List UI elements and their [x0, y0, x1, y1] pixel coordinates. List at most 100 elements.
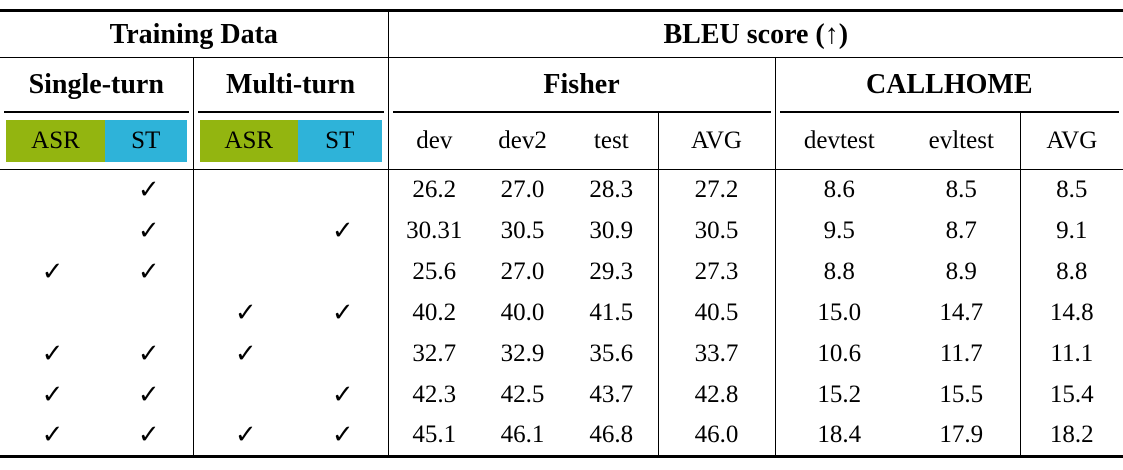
col-header-dev2: dev2 [480, 112, 566, 170]
header-training-data: Training Data [0, 10, 389, 58]
checkmark-multi-turn-st: ✓ [298, 292, 389, 334]
checkmark-multi-turn-asr: ✓ [234, 339, 257, 368]
score-fisher-avg: 30.5 [658, 210, 776, 252]
table-body: ✓ 26.2 27.0 28.3 27.2 8.6 8.5 8.5 ✓ ✓ 30.31 30.5 30.… [0, 169, 1123, 457]
score-callhome-avg: 15.4 [1049, 381, 1094, 408]
score-fisher-avg: 33.7 [658, 333, 776, 375]
table-row: ✓ ✓ ✓ ✓ 45.1 46.1 46.8 46.0 18.4 17.9 18.2 [0, 415, 1123, 457]
score-fisher-test: 43.7 [565, 374, 659, 416]
score-fisher-dev: 42.3 [412, 381, 457, 408]
score-callhome-avg: 9.1 [1056, 217, 1088, 244]
score-fisher-dev2: 42.5 [500, 381, 545, 408]
score-fisher-dev2: 32.9 [500, 340, 545, 367]
empty-cell-multi-turn-asr [193, 375, 298, 416]
score-fisher-avg: 40.5 [658, 292, 776, 334]
header-single-turn: Single-turn [0, 57, 194, 113]
empty-cell-single-turn-asr [0, 293, 105, 334]
score-fisher-dev: 26.2 [412, 176, 457, 204]
checkmark-multi-turn-asr: ✓ [234, 420, 257, 450]
checkmark-single-turn-st: ✓ [105, 374, 194, 416]
empty-cell-multi-turn-st [298, 333, 389, 375]
col-header-asr-single: ASR [0, 112, 105, 170]
score-callhome-devtest: 15.2 [817, 381, 862, 408]
score-fisher-test: 29.3 [565, 251, 659, 293]
score-callhome-devtest: 8.8 [823, 258, 855, 285]
paper-results-table-page: Training Data BLEU score (↑) Single-turn… [0, 9, 1123, 458]
empty-cell-multi-turn-asr [193, 211, 298, 252]
score-callhome-avg: 8.8 [1056, 258, 1088, 285]
table-row: ✓ ✓ 30.31 30.5 30.9 30.5 9.5 8.7 9.1 [0, 210, 1123, 252]
checkmark-single-turn-asr: ✓ [41, 339, 64, 368]
checkmark-single-turn-st: ✓ [105, 415, 194, 457]
header-callhome: CALLHOME [775, 58, 1123, 113]
score-callhome-avg: 8.5 [1056, 176, 1088, 204]
score-fisher-dev2: 30.5 [500, 217, 545, 244]
header-row-columns: ASR ST ASR ST dev dev2 test AVG devtest … [0, 112, 1123, 170]
score-fisher-dev: 30.31 [406, 217, 463, 244]
col-header-st-single: ST [105, 112, 194, 170]
score-fisher-dev2: 27.0 [500, 176, 545, 204]
checkmark-multi-turn-asr: ✓ [234, 298, 257, 327]
st-header-chip: ST [298, 119, 382, 162]
empty-cell-single-turn-asr [0, 211, 105, 252]
col-header-evltest: evltest [903, 112, 1021, 170]
score-callhome-evltest: 11.7 [903, 333, 1021, 375]
checkmark-single-turn-st: ✓ [105, 169, 194, 211]
checkmark-single-turn-st: ✓ [105, 251, 194, 293]
score-fisher-avg: 27.2 [658, 169, 776, 211]
col-header-asr-multi: ASR [193, 112, 298, 170]
checkmark-single-turn-asr: ✓ [41, 420, 64, 450]
header-row-sections: Training Data BLEU score (↑) [0, 10, 1123, 58]
score-callhome-evltest: 15.5 [903, 374, 1021, 416]
empty-cell-multi-turn-asr [193, 252, 298, 293]
col-header-st-multi: ST [298, 112, 389, 170]
score-fisher-dev2: 40.0 [500, 299, 545, 326]
header-row-groups: Single-turn Multi-turn Fisher CALLHOME [0, 57, 1123, 113]
empty-cell-multi-turn-st [298, 169, 389, 211]
table-row: ✓ ✓ 25.6 27.0 29.3 27.3 8.8 8.9 8.8 [0, 251, 1123, 293]
score-fisher-avg: 27.3 [658, 251, 776, 293]
score-callhome-evltest: 8.9 [903, 251, 1021, 293]
score-fisher-dev: 32.7 [412, 340, 457, 367]
score-callhome-evltest: 8.5 [903, 169, 1021, 211]
score-fisher-test: 28.3 [565, 169, 659, 211]
checkmark-multi-turn-st: ✓ [298, 374, 389, 416]
score-fisher-test: 30.9 [565, 210, 659, 252]
checkmark-multi-turn-st: ✓ [298, 210, 389, 252]
asr-header-chip: ASR [6, 119, 105, 162]
score-fisher-test: 41.5 [565, 292, 659, 334]
score-fisher-dev2: 27.0 [500, 258, 545, 285]
checkmark-single-turn-asr: ✓ [41, 257, 64, 286]
asr-header-chip: ASR [199, 119, 298, 162]
header-bleu-score: BLEU score (↑) [388, 10, 1123, 58]
score-callhome-evltest: 14.7 [903, 292, 1021, 334]
score-callhome-avg: 11.1 [1050, 340, 1094, 367]
col-header-test: test [565, 112, 659, 170]
empty-cell-multi-turn-st [298, 251, 389, 293]
checkmark-multi-turn-st: ✓ [298, 415, 389, 457]
score-callhome-devtest: 9.5 [823, 217, 855, 244]
score-fisher-avg: 46.0 [658, 415, 776, 457]
col-header-avg-fisher: AVG [658, 112, 776, 170]
empty-cell-single-turn-asr [0, 170, 105, 211]
checkmark-single-turn-st: ✓ [105, 333, 194, 375]
empty-cell-single-turn-st [105, 292, 194, 334]
score-fisher-test: 46.8 [565, 415, 659, 457]
score-fisher-dev: 40.2 [412, 299, 457, 326]
header-fisher: Fisher [388, 57, 776, 113]
score-fisher-avg: 42.8 [658, 374, 776, 416]
score-callhome-devtest: 10.6 [817, 340, 862, 367]
score-callhome-devtest: 8.6 [823, 176, 855, 204]
checkmark-single-turn-st: ✓ [105, 210, 194, 252]
score-callhome-evltest: 8.7 [903, 210, 1021, 252]
header-multi-turn: Multi-turn [193, 57, 389, 113]
checkmark-single-turn-asr: ✓ [41, 380, 64, 409]
score-callhome-devtest: 18.4 [817, 421, 862, 449]
score-callhome-devtest: 15.0 [817, 299, 862, 326]
empty-cell-multi-turn-asr [193, 170, 298, 211]
table-row: ✓ ✓ 40.2 40.0 41.5 40.5 15.0 14.7 14.8 [0, 292, 1123, 334]
table-row: ✓ ✓ ✓ 42.3 42.5 43.7 42.8 15.2 15.5 15.4 [0, 374, 1123, 416]
col-header-devtest: devtest [775, 112, 904, 170]
table-row: ✓ ✓ ✓ 32.7 32.9 35.6 33.7 10.6 11.7 11.1 [0, 333, 1123, 375]
score-callhome-avg: 18.2 [1049, 421, 1094, 449]
